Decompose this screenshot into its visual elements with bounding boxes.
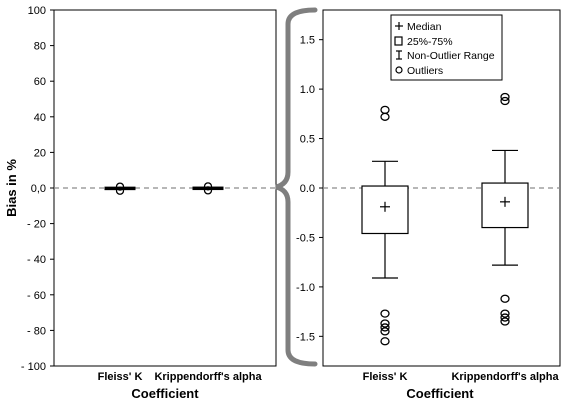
right-outlier: [380, 337, 390, 346]
right-y-ticks: 1.5 1.0 0.5 0.0 -0.5 -1.0 -1.5 Fleiss' K Krippen…: [296, 35, 559, 383]
right-outlier: [380, 327, 390, 336]
left-y-tick-label: - 40: [27, 254, 46, 266]
right-outlier: [500, 309, 510, 318]
left-outlier: [115, 186, 125, 195]
y-axis-title: Bias in %: [4, 159, 19, 217]
right-y-tick-label: -1.5: [296, 331, 315, 343]
left-y-tick-label: - 80: [27, 325, 46, 337]
right-outlier: [380, 112, 390, 121]
legend-box-marker: [394, 36, 403, 46]
legend-box-label: 25%-75%: [407, 36, 453, 48]
right-y-tick-label: 1.0: [300, 84, 315, 96]
right-plot-marks: [323, 92, 560, 346]
right-outlier: [500, 92, 510, 102]
right-panel: 1.5 1.0 0.5 0.0 -0.5 -1.0 -1.5 Fleiss' K Krippen…: [296, 9, 561, 401]
left-y-tick-label: - 60: [27, 290, 46, 302]
right-outlier: [380, 323, 390, 332]
left-outlier: [115, 182, 125, 191]
left-box-group: [104, 182, 136, 195]
left-y-tick-label: 40: [34, 112, 46, 124]
left-x-axis-title: Coefficient: [131, 386, 199, 401]
zoom-brace: [275, 7, 318, 367]
right-box-group: [481, 92, 529, 326]
right-category-label: Fleiss' K: [363, 371, 408, 383]
left-panel: 100 80 60 40 20 0,0 - 20 - 40 - 60 - 80 - 100 Fleis…: [4, 5, 277, 401]
left-y-ticks: 100 80 60 40 20 0,0 - 20 - 40 - 60 - 80 - 100 Fleis…: [21, 5, 263, 383]
left-y-tick-label: 60: [34, 76, 46, 88]
right-y-tick-label: -1.0: [296, 282, 315, 294]
left-y-tick-label: 20: [34, 147, 46, 159]
right-y-tick-label: 1.5: [300, 35, 315, 47]
right-outlier: [380, 319, 390, 328]
left-outlier: [203, 182, 213, 191]
right-x-axis-title: Coefficient: [406, 386, 474, 401]
right-outlier: [500, 313, 510, 322]
right-y-tick-label: 0.5: [300, 134, 315, 146]
right-outlier: [500, 317, 510, 326]
legend-outlier-marker: [395, 66, 403, 74]
legend-median-marker: [395, 22, 403, 30]
right-outlier: [500, 294, 510, 303]
right-y-tick-label: -0.5: [296, 232, 315, 244]
left-y-tick-label: 100: [28, 5, 46, 17]
right-category-label: Krippendorff's alpha: [451, 371, 559, 383]
left-plot-marks: [54, 182, 276, 195]
legend-whisker-label: Non-Outlier Range: [407, 50, 495, 62]
left-y-tick-label: - 20: [27, 219, 46, 231]
right-outlier: [380, 309, 390, 318]
legend-outlier-label: Outliers: [407, 65, 443, 77]
left-y-tick-label: 80: [34, 41, 46, 53]
right-y-tick-label: 0.0: [300, 183, 315, 195]
left-category-label: Fleiss' K: [98, 371, 143, 383]
legend-whisker-marker: [396, 50, 402, 60]
right-box-group: [361, 105, 409, 346]
left-category-label: Krippendorff's alpha: [154, 371, 262, 383]
legend: Median 25%-75% Non-Outlier Range Outlier…: [390, 14, 503, 81]
right-outlier: [500, 96, 510, 106]
legend-median-label: Median: [407, 21, 442, 33]
left-y-tick-label: - 100: [21, 361, 46, 373]
left-box-group: [192, 182, 224, 195]
left-outlier: [203, 186, 213, 195]
left-y-tick-label: 0,0: [31, 183, 46, 195]
legend-frame: [390, 14, 503, 81]
